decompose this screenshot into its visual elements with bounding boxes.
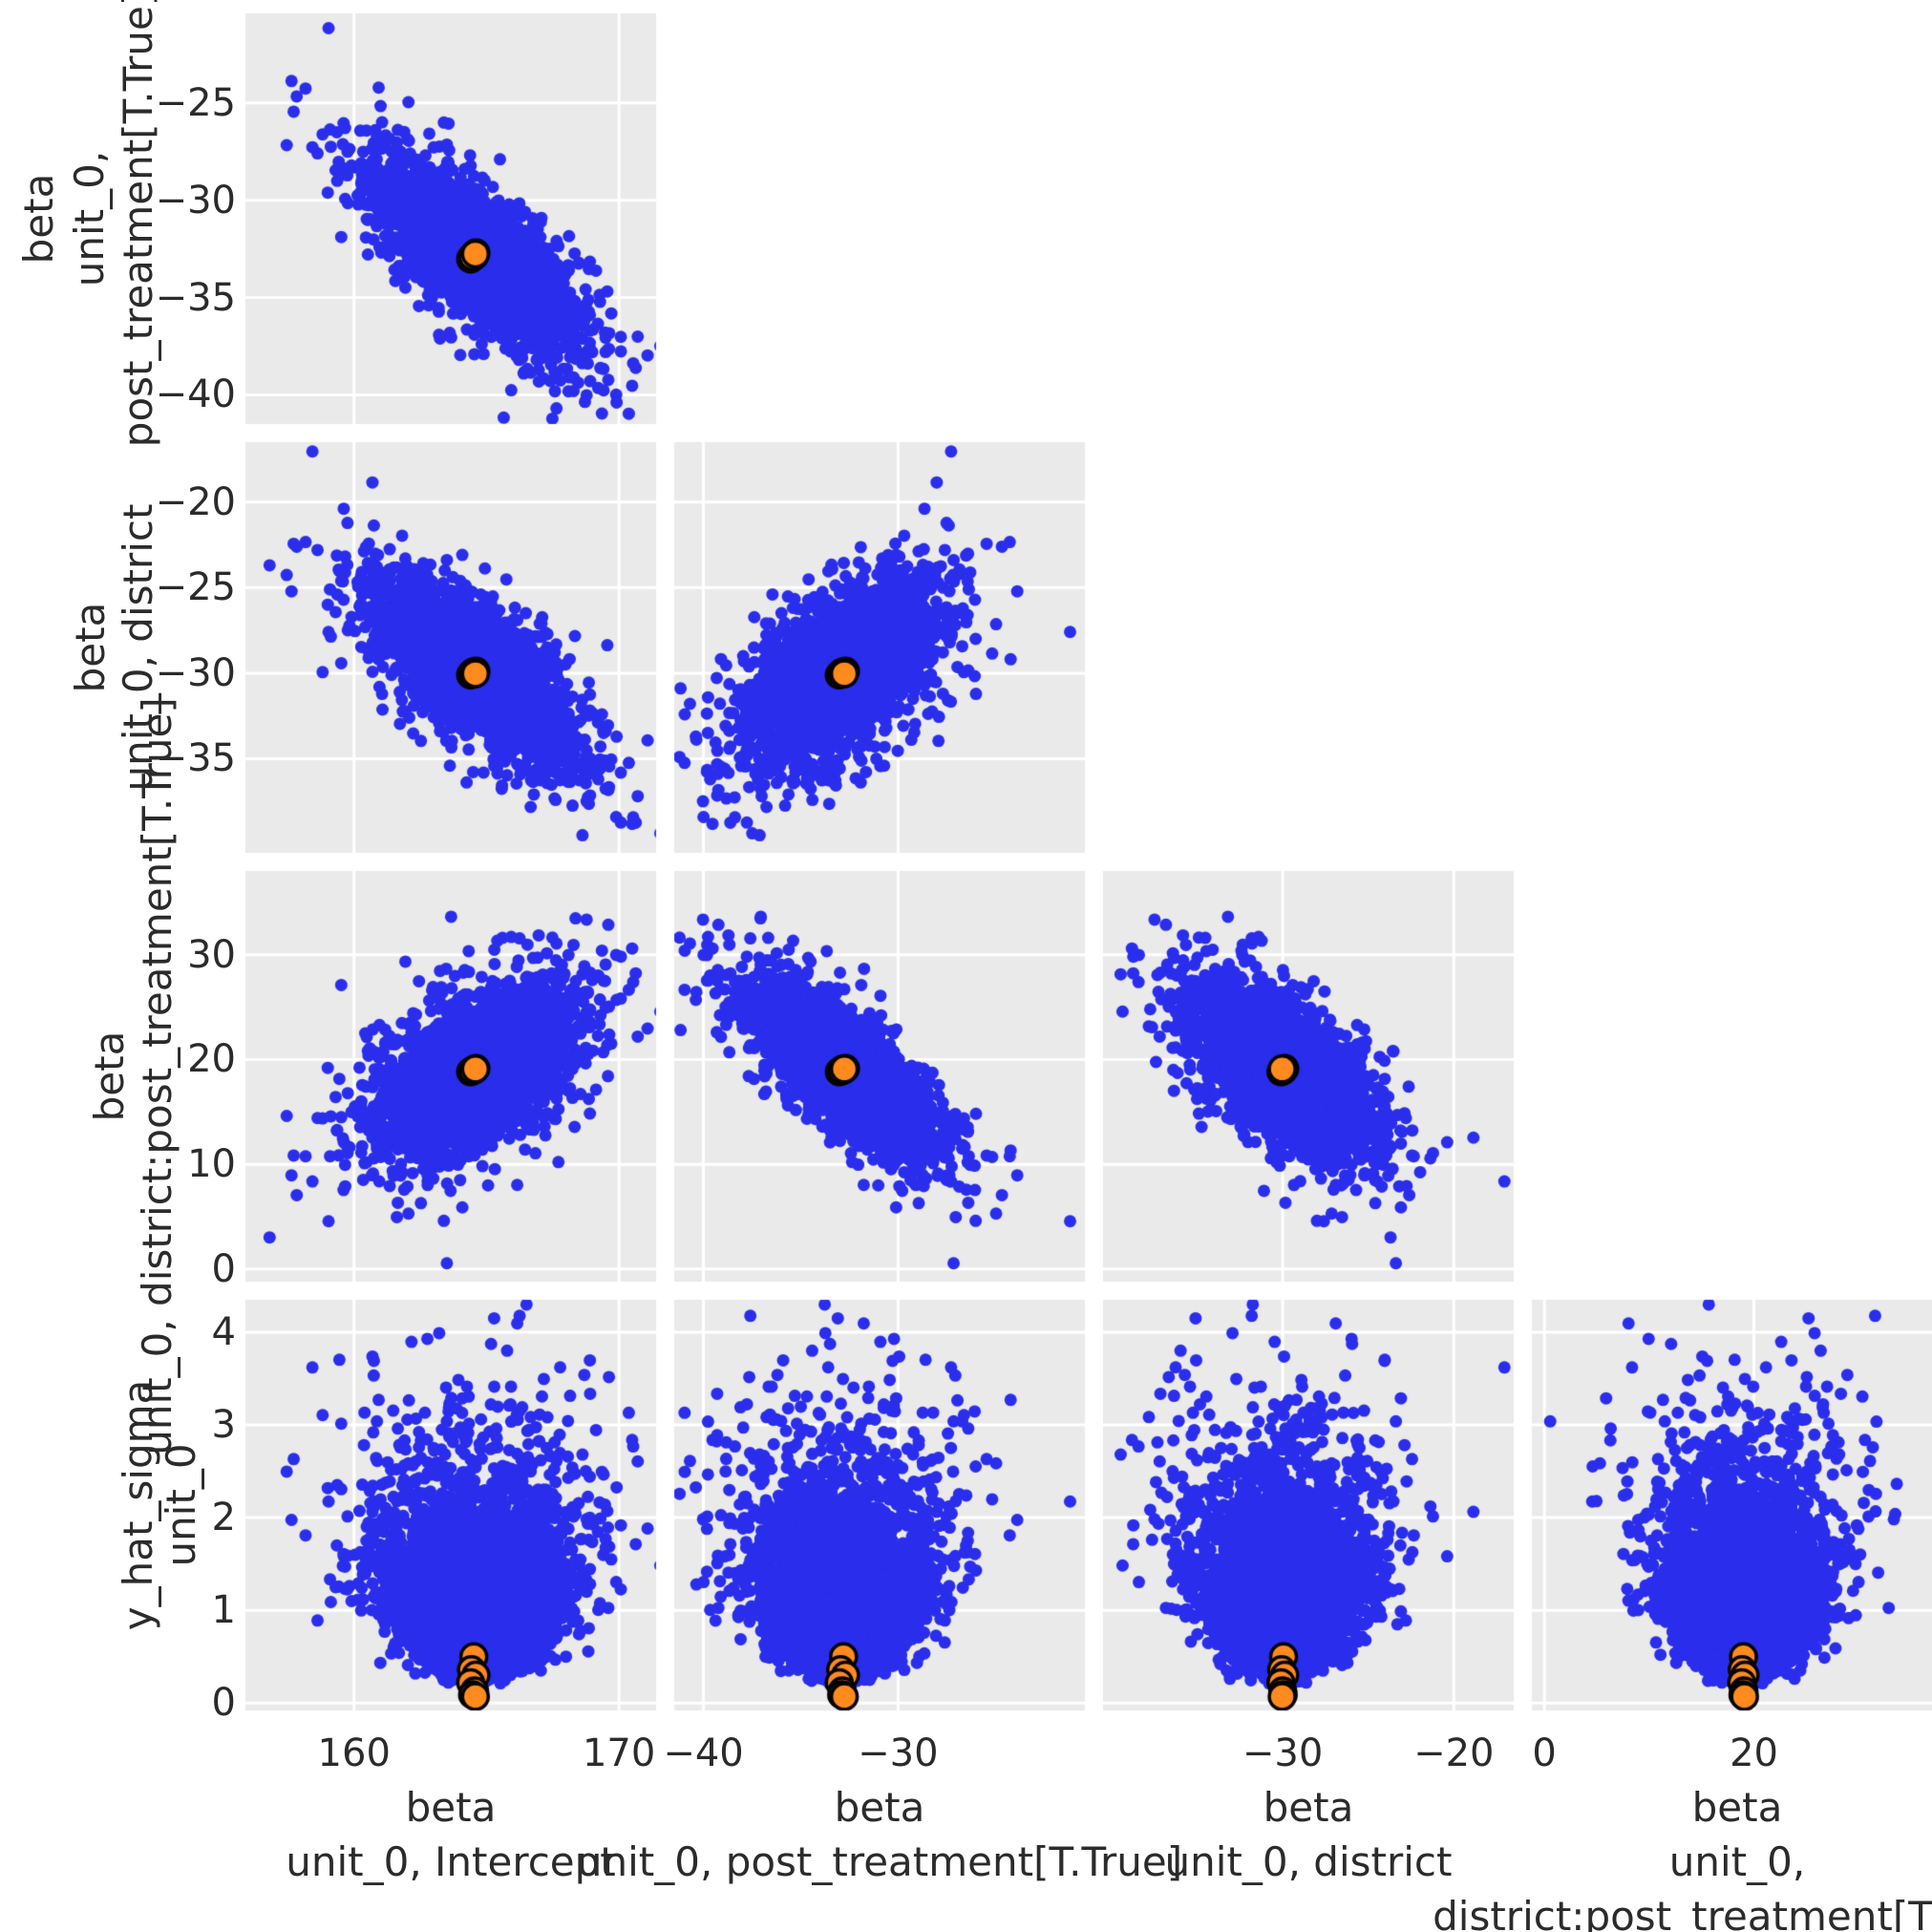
pair-plot-figure: −25 −30 −35 −40 −20 −25 −30 −35 0 10 20 30 0 1 2 3 4 160 1… xyxy=(0,0,1932,1932)
pair-plot-canvas xyxy=(0,0,1932,1932)
